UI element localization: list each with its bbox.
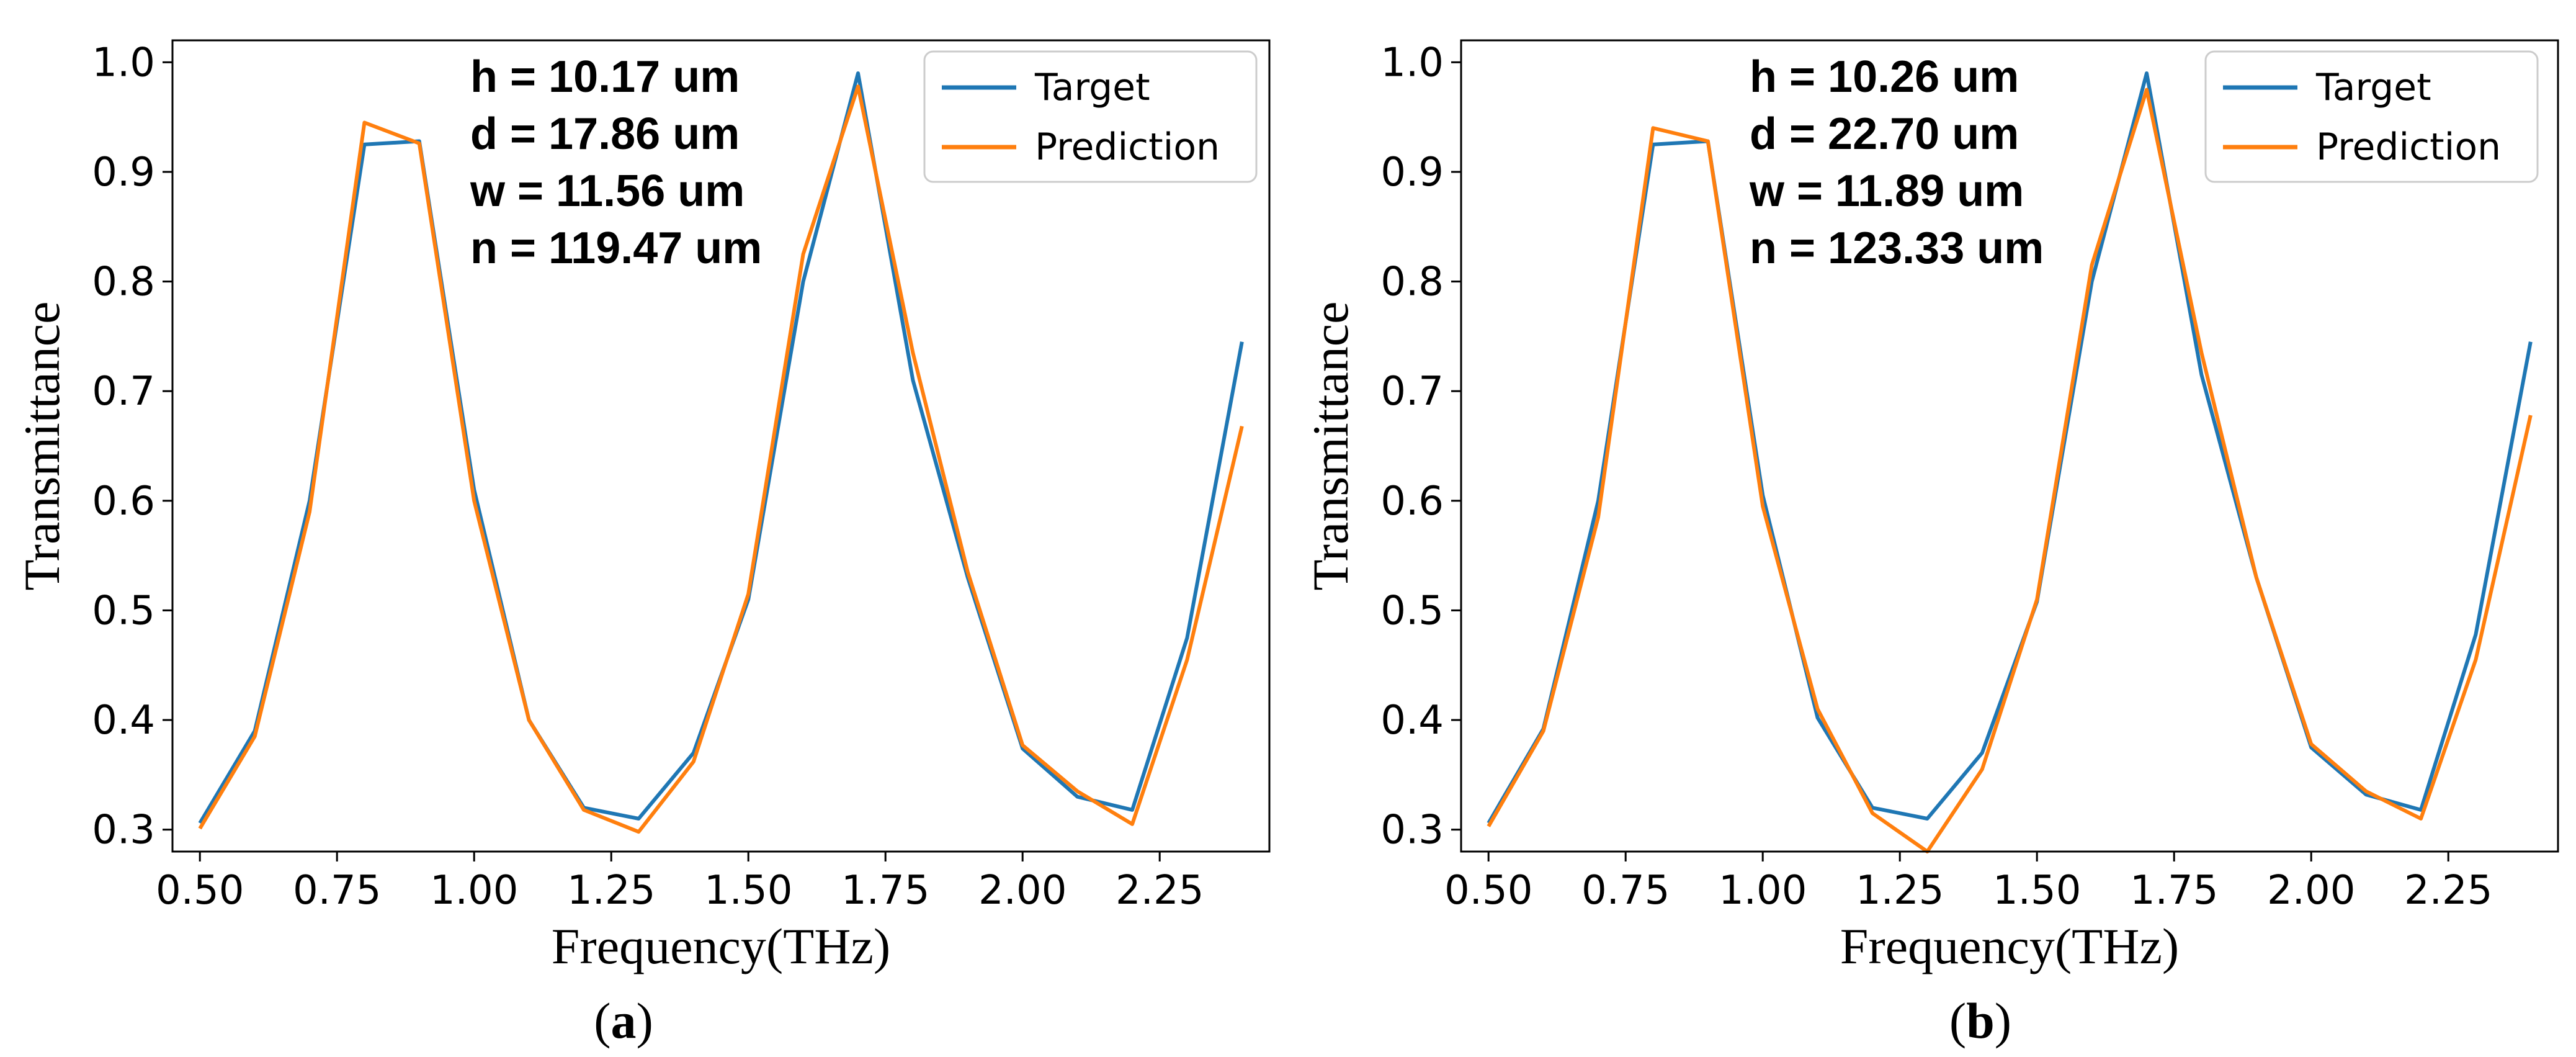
legend-label-target: Target bbox=[2315, 66, 2431, 109]
x-tick-label: 1.75 bbox=[2130, 868, 2219, 914]
x-axis-title: Frequency(THz) bbox=[1840, 918, 2179, 974]
plot-frame bbox=[171, 39, 1271, 853]
legend-label-prediction: Prediction bbox=[1035, 125, 1220, 169]
y-tick-label: 0.8 bbox=[1380, 259, 1444, 305]
y-tick-label: 0.6 bbox=[92, 479, 155, 524]
x-tick-label: 1.25 bbox=[1856, 868, 1944, 914]
y-tick-label: 0.9 bbox=[92, 150, 155, 196]
x-tick-label: 1.25 bbox=[567, 868, 656, 914]
x-tick-label: 1.00 bbox=[1719, 868, 1807, 914]
y-tick-label: 0.9 bbox=[1380, 150, 1444, 196]
x-axis-title: Frequency(THz) bbox=[552, 918, 890, 974]
y-tick-label: 0.5 bbox=[92, 588, 155, 634]
x-tick-label: 1.50 bbox=[1993, 868, 2082, 914]
x-tick-label: 1.50 bbox=[704, 868, 793, 914]
series-line-prediction bbox=[1487, 88, 2533, 853]
parameter-annotation: d = 17.86 um bbox=[470, 109, 740, 159]
chart-panel-a: 0.50 0.75 1.00 1.25 1.50 1.75 2.00 2.25 0.3 0.4 0.… bbox=[14, 39, 1271, 1049]
chart-panel-b: 0.50 0.75 1.00 1.25 1.50 1.75 2.00 2.25 0.3 0.4 0.… bbox=[1302, 39, 2559, 1049]
y-tick-label: 0.8 bbox=[92, 259, 155, 305]
x-tick-label: 0.75 bbox=[1581, 868, 1670, 914]
legend: Target Prediction bbox=[923, 50, 1258, 183]
plot-frame bbox=[1460, 39, 2559, 853]
x-tick-label: 0.50 bbox=[156, 868, 244, 914]
parameter-annotation: w = 11.56 um bbox=[470, 166, 745, 216]
y-tick-label: 0.4 bbox=[92, 698, 155, 744]
legend-label-target: Target bbox=[1034, 66, 1150, 109]
series-line-prediction bbox=[198, 84, 1244, 834]
y-axis-title: Transmittance bbox=[1302, 301, 1359, 590]
y-tick-label: 1.0 bbox=[1380, 40, 1444, 86]
legend-label-prediction: Prediction bbox=[2316, 125, 2501, 169]
y-tick-label: 0.7 bbox=[92, 369, 155, 415]
y-tick-label: 0.4 bbox=[1380, 698, 1444, 744]
parameter-annotation: w = 11.89 um bbox=[1749, 166, 2024, 216]
panel-caption: (b) bbox=[1949, 992, 2011, 1049]
parameter-annotation: d = 22.70 um bbox=[1750, 109, 2019, 159]
y-tick-label: 0.3 bbox=[92, 807, 155, 853]
y-tick-label: 0.6 bbox=[1380, 479, 1444, 524]
x-tick-label: 0.75 bbox=[293, 868, 382, 914]
x-tick-label: 1.75 bbox=[841, 868, 930, 914]
series-line-target bbox=[1487, 71, 2533, 824]
x-tick-label: 2.25 bbox=[2404, 868, 2493, 914]
x-tick-label: 1.00 bbox=[430, 868, 519, 914]
parameter-annotation: n = 123.33 um bbox=[1750, 223, 2044, 273]
parameter-annotation: n = 119.47 um bbox=[470, 223, 762, 273]
y-tick-label: 0.7 bbox=[1380, 369, 1444, 415]
legend: Target Prediction bbox=[2204, 50, 2539, 183]
panel-caption: (a) bbox=[594, 992, 653, 1049]
x-tick-label: 2.25 bbox=[1116, 868, 1204, 914]
x-tick-label: 2.00 bbox=[978, 868, 1067, 914]
parameter-annotation: h = 10.17 um bbox=[470, 52, 740, 102]
y-tick-label: 0.5 bbox=[1380, 588, 1444, 634]
y-axis-title: Transmittance bbox=[14, 301, 70, 590]
x-tick-label: 2.00 bbox=[2267, 868, 2356, 914]
y-tick-label: 1.0 bbox=[92, 40, 155, 86]
y-tick-label: 0.3 bbox=[1380, 807, 1444, 853]
x-tick-label: 0.50 bbox=[1444, 868, 1533, 914]
parameter-annotation: h = 10.26 um bbox=[1750, 52, 2019, 102]
